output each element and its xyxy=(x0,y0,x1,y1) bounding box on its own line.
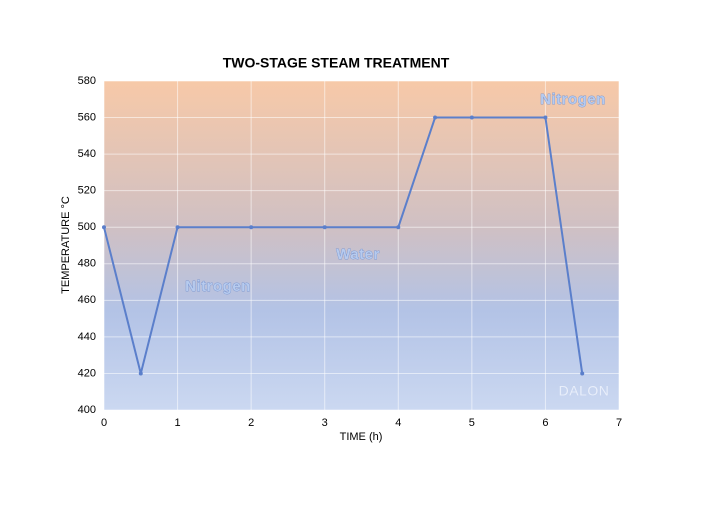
annotation: Nitrogen xyxy=(185,278,251,295)
data-point xyxy=(175,225,180,230)
x-tick-label: 4 xyxy=(395,417,401,429)
x-tick-label: 6 xyxy=(542,417,548,429)
x-tick-label: 2 xyxy=(248,417,254,429)
y-tick-label: 420 xyxy=(78,367,96,379)
y-tick-label: 560 xyxy=(78,111,96,123)
data-point xyxy=(543,115,548,120)
annotation: Nitrogen xyxy=(540,91,606,108)
x-tick-label: 5 xyxy=(469,417,475,429)
data-point xyxy=(102,225,106,230)
y-tick-label: 480 xyxy=(78,258,96,270)
data-point xyxy=(138,371,143,376)
annotation: Water xyxy=(336,246,380,263)
data-line xyxy=(103,116,584,374)
y-tick-label: 440 xyxy=(78,331,96,343)
x-tick-label: 3 xyxy=(322,417,328,429)
y-tick-label: 580 xyxy=(78,75,96,87)
y-tick-label: 500 xyxy=(78,221,96,233)
annotation: DALON xyxy=(559,383,610,399)
chart-title: TWO-STAGE STEAM TREATMENT xyxy=(223,55,450,71)
y-axis-title: TEMPERATURE °C xyxy=(60,196,72,294)
y-tick-label: 520 xyxy=(78,185,96,197)
x-tick-label: 1 xyxy=(175,417,181,429)
x-axis-title: TIME (h) xyxy=(340,431,383,443)
y-tick-label: 400 xyxy=(78,404,96,416)
y-tick-label: 540 xyxy=(78,148,96,160)
x-tick-label: 0 xyxy=(101,417,107,429)
x-tick-label: 7 xyxy=(616,417,622,429)
data-point xyxy=(580,371,585,376)
data-point xyxy=(249,225,254,230)
plot-area xyxy=(104,81,619,410)
data-point xyxy=(396,225,401,230)
data-point xyxy=(433,115,438,120)
y-tick-label: 460 xyxy=(78,294,96,306)
data-point xyxy=(322,225,327,230)
data-point xyxy=(469,115,474,120)
